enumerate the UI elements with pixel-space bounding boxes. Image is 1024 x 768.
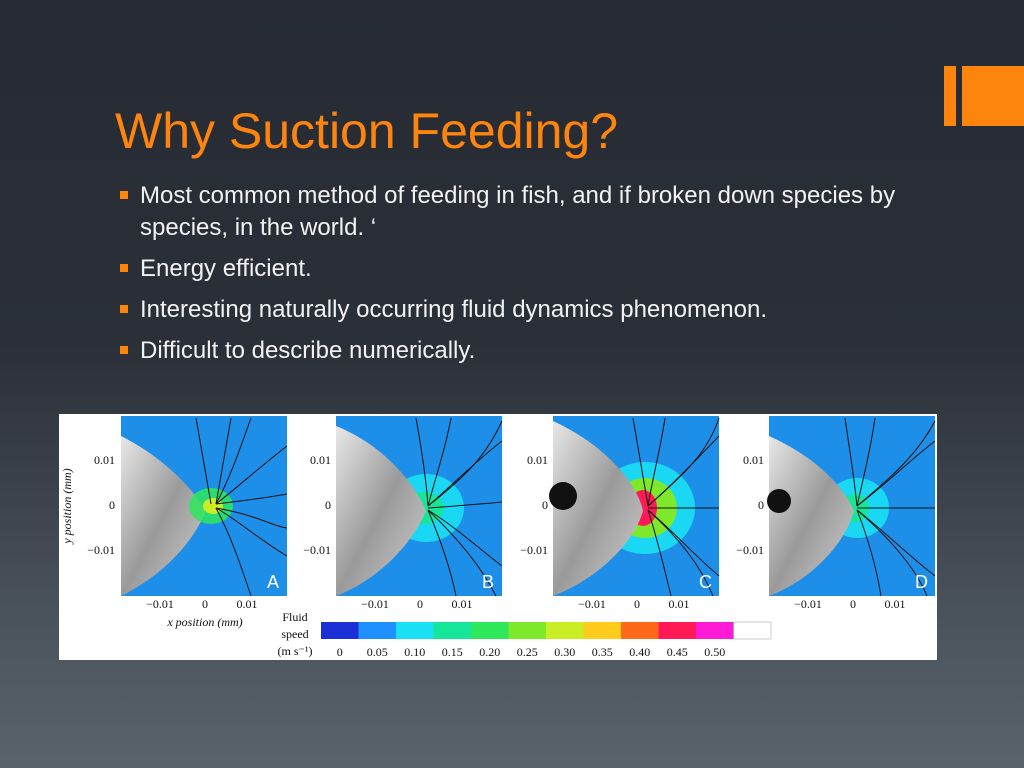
bullet-text: Interesting naturally occurring fluid dy… — [140, 296, 768, 323]
y-tick-label: 0 — [758, 498, 764, 512]
bullet-item: Interesting naturally occurring fluid dy… — [118, 294, 918, 326]
y-axis-label: y position (mm) — [60, 468, 74, 544]
panel-c: C — [549, 416, 720, 597]
x-tick-labels: −0.01 0 0.01 −0.01 0 0.01 −0.01 0 0.01 −… — [146, 597, 905, 611]
bullet-item: Energy efficient. — [118, 253, 918, 285]
colorbar-tick-label: 0.25 — [517, 645, 538, 659]
colorbar-tick-label: 0.40 — [629, 645, 650, 659]
bullet-square-icon — [120, 264, 128, 272]
flow-field-figure: y position (mm) A — [59, 414, 937, 660]
bullet-text: Difficult to describe numerically. — [140, 337, 476, 364]
colorbar-swatch — [696, 622, 734, 639]
streamlines — [195, 417, 288, 597]
panel-label: D — [915, 572, 928, 592]
streamlines — [844, 417, 936, 597]
colorbar-swatches — [321, 621, 772, 640]
panel-b: B — [336, 416, 503, 597]
y-tick-label: 0.01 — [743, 453, 764, 467]
colorbar-swatch — [321, 622, 359, 639]
colorbar-tick-label: 0.10 — [404, 645, 425, 659]
panel-d: D — [767, 416, 936, 597]
panel-label: A — [267, 572, 279, 592]
colorbar-swatch — [621, 622, 659, 639]
bullet-square-icon — [120, 191, 128, 199]
bullet-list: Most common method of feeding in fish, a… — [118, 180, 918, 376]
x-tick-label: −0.01 — [361, 597, 389, 611]
fish-head-shape — [553, 421, 643, 596]
y-tick-labels: 0.01 0 −0.01 0.01 0 −0.01 0.01 0 −0.01 0… — [87, 453, 764, 557]
x-tick-label: −0.01 — [578, 597, 606, 611]
colorbar-swatch — [583, 622, 621, 639]
y-tick-label: 0.01 — [527, 453, 548, 467]
colorbar-ticks: 0 0.05 0.10 0.15 0.20 0.25 0.30 0.35 0.40 0.45 0.5… — [337, 645, 726, 659]
x-tick-label: 0.01 — [885, 597, 906, 611]
x-tick-label: −0.01 — [146, 597, 174, 611]
y-tick-label: 0.01 — [310, 453, 331, 467]
bullet-square-icon — [120, 305, 128, 313]
panel-a: A — [121, 416, 288, 597]
streamlines — [415, 417, 503, 597]
colorbar-label-line: (m s⁻¹) — [278, 644, 313, 658]
y-tick-label: 0 — [542, 498, 548, 512]
colorbar-label-line: speed — [281, 627, 308, 641]
colorbar-tick-label: 0.20 — [479, 645, 500, 659]
colorbar-tick-label: 0.30 — [554, 645, 575, 659]
colorbar-label: Fluid speed (m s⁻¹) — [278, 610, 313, 658]
bullet-item: Most common method of feeding in fish, a… — [118, 180, 918, 244]
streamlines — [632, 417, 720, 597]
x-tick-label: 0 — [417, 597, 423, 611]
colorbar-tick-label: 0.35 — [592, 645, 613, 659]
colorbar-swatch — [658, 622, 696, 639]
panel-label: C — [699, 572, 712, 592]
colorbar-tick-label: 0.15 — [442, 645, 463, 659]
y-tick-label: 0.01 — [94, 453, 115, 467]
colorbar-tick-label: 0.45 — [667, 645, 688, 659]
x-tick-label: 0.01 — [669, 597, 690, 611]
y-tick-label: 0 — [109, 498, 115, 512]
colorbar-swatch — [471, 622, 509, 639]
fish-eye — [549, 482, 577, 510]
colorbar-swatch — [433, 622, 471, 639]
colorbar-label-line: Fluid — [282, 610, 307, 624]
panel-label: B — [482, 572, 494, 592]
colorbar-swatch — [358, 622, 396, 639]
fish-head-shape — [336, 426, 426, 596]
fish-eye — [767, 489, 791, 513]
x-axis-label: x position (mm) — [166, 615, 242, 629]
bullet-square-icon — [120, 346, 128, 354]
colorbar-tick-label: 0.05 — [367, 645, 388, 659]
accent-bar-right — [962, 66, 1024, 126]
flow-field-svg: y position (mm) A — [60, 416, 936, 659]
colorbar-swatch — [508, 622, 546, 639]
y-tick-label: 0 — [325, 498, 331, 512]
colorbar-swatch — [733, 621, 772, 640]
accent-bar-left — [944, 66, 956, 126]
colorbar-tick-label: 0 — [337, 645, 343, 659]
bullet-text: Energy efficient. — [140, 255, 312, 282]
x-tick-label: 0 — [634, 597, 640, 611]
colorbar-swatch — [546, 622, 584, 639]
colorbar-tick-label: 0.50 — [704, 645, 725, 659]
fish-head-shape — [769, 436, 854, 596]
x-tick-label: −0.01 — [794, 597, 822, 611]
y-tick-label: −0.01 — [87, 543, 115, 557]
x-tick-label: 0 — [202, 597, 208, 611]
y-tick-label: −0.01 — [520, 543, 548, 557]
bullet-item: Difficult to describe numerically. — [118, 335, 918, 367]
fish-head-shape — [121, 436, 206, 596]
y-tick-label: −0.01 — [303, 543, 331, 557]
bullet-text: Most common method of feeding in fish, a… — [140, 182, 896, 241]
slide-title: Why Suction Feeding? — [115, 103, 619, 159]
x-tick-label: 0.01 — [452, 597, 473, 611]
y-tick-label: −0.01 — [736, 543, 764, 557]
x-tick-label: 0.01 — [237, 597, 258, 611]
x-tick-label: 0 — [850, 597, 856, 611]
colorbar-swatch — [396, 622, 434, 639]
